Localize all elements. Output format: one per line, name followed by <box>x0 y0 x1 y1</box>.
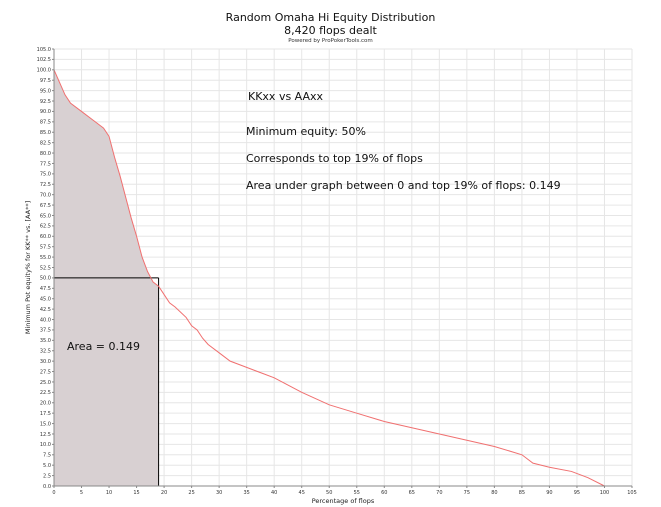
y-tick-label: 75.0 <box>40 172 51 178</box>
matchup-label: KKxx vs AAxx <box>248 90 324 103</box>
y-tick-label: 47.5 <box>40 286 51 292</box>
y-tick-label: 22.5 <box>40 390 51 396</box>
top-percent-label: Corresponds to top 19% of flops <box>246 152 423 165</box>
y-tick-label: 50.0 <box>40 276 51 282</box>
y-tick-label: 30.0 <box>40 359 51 365</box>
y-tick-label: 95.0 <box>40 88 51 94</box>
y-tick-label: 80.0 <box>40 151 51 157</box>
y-tick-label: 55.0 <box>40 255 51 261</box>
y-tick-label: 67.5 <box>40 203 51 209</box>
area-description-label: Area under graph between 0 and top 19% o… <box>246 179 561 192</box>
y-tick-label: 82.5 <box>40 140 51 146</box>
y-tick-label: 42.5 <box>40 307 51 313</box>
y-tick-label: 0.0 <box>43 484 51 490</box>
x-tick-label: 25 <box>188 490 194 496</box>
y-tick-label: 102.5 <box>37 57 51 63</box>
x-tick-label: 50 <box>326 490 332 496</box>
x-tick-label: 85 <box>519 490 525 496</box>
y-tick-label: 17.5 <box>40 411 51 417</box>
x-tick-label: 35 <box>243 490 249 496</box>
y-tick-label: 100.0 <box>37 68 51 74</box>
y-axis-label: Minimum Pot equity% for KK** vs. [AA**] <box>24 201 32 334</box>
y-tick-label: 45.0 <box>40 297 51 303</box>
y-tick-label: 25.0 <box>40 380 51 386</box>
x-tick-label: 45 <box>299 490 305 496</box>
y-tick-label: 5.0 <box>43 463 51 469</box>
x-tick-label: 15 <box>133 490 139 496</box>
x-tick-label: 65 <box>409 490 415 496</box>
y-tick-label: 52.5 <box>40 265 51 271</box>
y-tick-label: 70.0 <box>40 192 51 198</box>
chart-subtitle: 8,420 flops dealt <box>284 24 377 37</box>
y-tick-label: 10.0 <box>40 442 51 448</box>
x-tick-label: 10 <box>106 490 112 496</box>
chart-credit: Powered by ProPokerTools.com <box>288 38 373 44</box>
x-tick-label: 55 <box>354 490 360 496</box>
y-tick-label: 27.5 <box>40 369 51 375</box>
y-tick-label: 77.5 <box>40 161 51 167</box>
x-tick-label: 5 <box>80 490 83 496</box>
x-tick-label: 20 <box>161 490 167 496</box>
y-tick-label: 15.0 <box>40 421 51 427</box>
x-tick-label: 95 <box>574 490 580 496</box>
x-tick-label: 0 <box>52 490 55 496</box>
x-tick-label: 90 <box>546 490 552 496</box>
y-tick-label: 92.5 <box>40 99 51 105</box>
x-tick-label: 80 <box>491 490 497 496</box>
y-tick-label: 57.5 <box>40 244 51 250</box>
x-tick-label: 40 <box>271 490 277 496</box>
y-tick-label: 37.5 <box>40 328 51 334</box>
x-axis-label: Percentage of flops <box>312 497 375 505</box>
y-tick-label: 60.0 <box>40 234 51 240</box>
y-tick-label: 35.0 <box>40 338 51 344</box>
y-tick-label: 62.5 <box>40 224 51 230</box>
y-tick-label: 72.5 <box>40 182 51 188</box>
area-value-label: Area = 0.149 <box>67 340 141 353</box>
y-tick-label: 97.5 <box>40 78 51 84</box>
x-tick-label: 30 <box>216 490 222 496</box>
minimum-equity-label: Minimum equity: 50% <box>246 125 366 138</box>
y-tick-label: 87.5 <box>40 120 51 126</box>
y-tick-label: 105.0 <box>37 47 51 53</box>
chart-title: Random Omaha Hi Equity Distribution <box>225 11 436 24</box>
equity-line <box>53 69 605 487</box>
y-tick-label: 90.0 <box>40 109 51 115</box>
x-tick-label: 100 <box>600 490 610 496</box>
y-tick-label: 65.0 <box>40 213 51 219</box>
y-tick-label: 20.0 <box>40 401 51 407</box>
y-tick-label: 85.0 <box>40 130 51 136</box>
x-tick-label: 75 <box>464 490 470 496</box>
y-tick-label: 7.5 <box>43 453 51 459</box>
y-tick-label: 2.5 <box>43 473 51 479</box>
x-tick-label: 105 <box>627 490 637 496</box>
x-tick-label: 70 <box>436 490 442 496</box>
y-tick-label: 12.5 <box>40 432 51 438</box>
x-tick-label: 60 <box>381 490 387 496</box>
y-tick-label: 32.5 <box>40 349 51 355</box>
y-tick-label: 40.0 <box>40 317 51 323</box>
